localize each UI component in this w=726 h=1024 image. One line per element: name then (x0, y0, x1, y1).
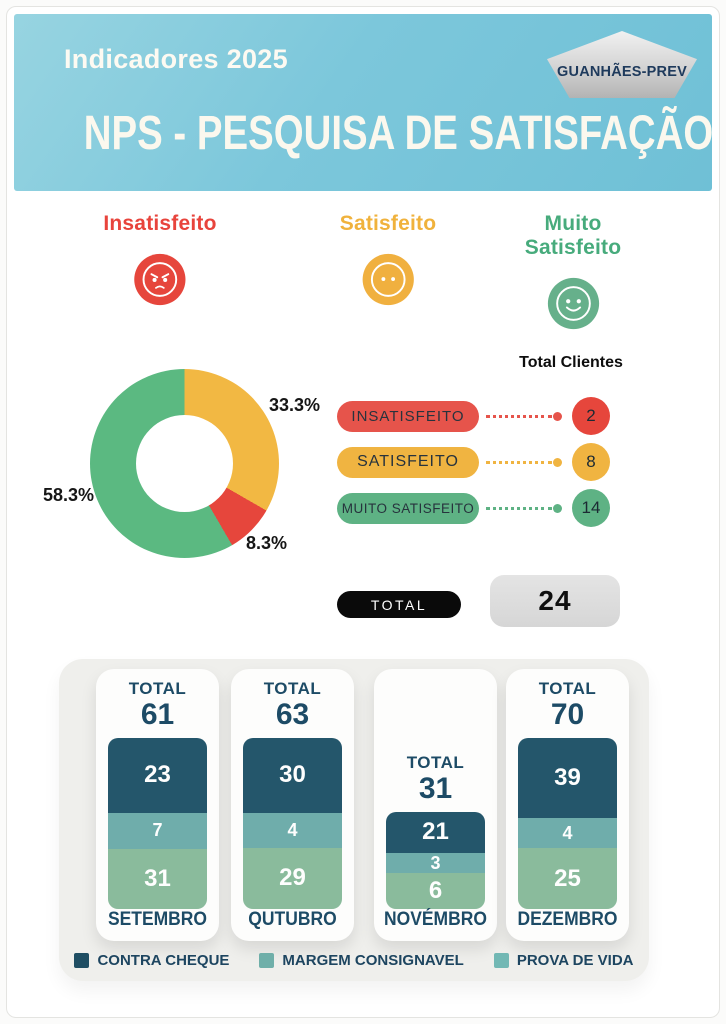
connector-dot (553, 503, 562, 513)
total-value-box: 24 (490, 575, 620, 627)
bar-segment-margem-consignavel: 4 (518, 818, 617, 849)
total-row-muito-satisfeito: MUITO SATISFEITO 14 (337, 489, 610, 527)
muito-satisfeito-count-bubble: 14 (572, 489, 610, 527)
stacked-bar: 30 4 29 (243, 737, 342, 909)
month-card-dezembro: TOTAL 70 39 4 25 DEZEMBRO (506, 669, 629, 941)
stacked-bar: 21 3 6 (386, 811, 485, 909)
month-total-label: TOTAL (406, 753, 465, 772)
stacked-bar: 39 4 25 (518, 737, 617, 909)
angry-face-icon (103, 253, 216, 311)
bar-segment-contra-cheque: 30 (243, 737, 342, 813)
month-card-header: TOTAL 31 (374, 753, 497, 805)
bar-segment-prova-de-vida: 29 (243, 847, 342, 909)
bar-segment-contra-cheque: 21 (386, 811, 485, 854)
header-banner: Indicadores 2025 GUANHÃES-PREV NPS - PES… (14, 14, 714, 191)
legend-item-margem-consignavel: MARGEM CONSIGNAVEL (259, 952, 464, 969)
month-total-label: TOTAL (263, 679, 322, 698)
month-card-novembro: TOTAL 31 21 3 6 NOVÉMBRO (374, 669, 497, 941)
muito-satisfeito-pill: MUITO SATISFEITO (337, 492, 479, 524)
category-label: Insatisfeito (103, 212, 217, 235)
brand-badge-label: GUANHÃES-PREV (557, 63, 687, 80)
connector-dot (553, 411, 562, 421)
kicker-text: Indicadores 2025 (64, 44, 288, 74)
bar-segment-margem-consignavel: 7 (108, 812, 207, 849)
month-total-value: 70 (550, 698, 585, 731)
legend-item-contra-cheque: CONTRA CHEQUE (74, 952, 229, 969)
bar-segment-contra-cheque: 23 (108, 737, 207, 813)
legend-label: CONTRA CHEQUE (97, 952, 230, 969)
legend: CONTRA CHEQUE MARGEM CONSIGNAVEL PROVA D… (59, 952, 649, 969)
bar-segment-margem-consignavel: 3 (386, 853, 485, 874)
dotted-connector (486, 460, 552, 464)
connector-dot (553, 457, 562, 467)
legend-item-prova-de-vida: PROVA DE VIDA (493, 952, 634, 969)
legend-label: PROVA DE VIDA (516, 952, 634, 969)
month-card-header: TOTAL 63 (231, 679, 354, 731)
category-insatisfeito: Insatisfeito (103, 212, 216, 311)
satisfeito-count-bubble: 8 (572, 443, 610, 481)
dotted-connector (486, 414, 552, 418)
month-total-value: 61 (140, 698, 175, 731)
donut-label-muito-satisfeito: 58.3% (43, 485, 95, 505)
smiling-face-icon (500, 277, 646, 335)
category-muito-satisfeito: Muito Satisfeito (500, 212, 646, 335)
neutral-face-icon (340, 253, 437, 311)
legend-swatch-contra-cheque (74, 953, 90, 968)
total-pill: TOTAL (337, 591, 461, 618)
month-total-label: TOTAL (538, 679, 597, 698)
total-clientes-heading: Total Clientes (519, 354, 623, 371)
month-total-value: 31 (418, 772, 453, 805)
legend-swatch-prova-de-vida (493, 953, 509, 968)
month-label: SETEMBRO (107, 909, 208, 930)
bar-segment-prova-de-vida: 31 (108, 848, 207, 909)
month-label: QUTUBRO (248, 909, 337, 930)
bar-segment-contra-cheque: 39 (518, 737, 617, 819)
infographic-page: Indicadores 2025 GUANHÃES-PREV NPS - PES… (6, 6, 720, 1018)
donut-label-satisfeito: 33.3% (269, 395, 321, 415)
month-label: NOVÉMBRO (384, 909, 487, 930)
insatisfeito-pill: INSATISFEITO (337, 400, 479, 432)
dotted-connector (486, 506, 552, 510)
month-label: DEZEMBRO (517, 909, 618, 930)
month-card-outubro: TOTAL 63 30 4 29 QUTUBRO (231, 669, 354, 941)
legend-swatch-margem-consignavel (259, 953, 275, 968)
month-card-setembro: TOTAL 61 23 7 31 SETEMBRO (96, 669, 219, 941)
bar-segment-margem-consignavel: 4 (243, 812, 342, 848)
legend-label: MARGEM CONSIGNAVEL (282, 952, 464, 969)
donut-hole (136, 415, 233, 512)
category-label: Muito Satisfeito (524, 212, 622, 259)
month-total-value: 63 (275, 698, 310, 731)
satisfeito-pill: SATISFEITO (337, 446, 479, 478)
bar-segment-prova-de-vida: 6 (386, 873, 485, 909)
category-label: Satisfeito (339, 212, 437, 235)
total-row-satisfeito: SATISFEITO 8 (337, 443, 610, 481)
donut-label-insatisfeito: 8.3% (246, 533, 288, 553)
total-row-insatisfeito: INSATISFEITO 2 (337, 397, 610, 435)
months-panel: TOTAL 61 23 7 31 SETEMBRO TOTAL 63 30 4 … (59, 659, 649, 981)
donut-chart (90, 369, 279, 558)
stacked-bar: 23 7 31 (108, 737, 207, 909)
month-card-header: TOTAL 70 (506, 679, 629, 731)
bar-segment-prova-de-vida: 25 (518, 848, 617, 909)
category-satisfeito: Satisfeito (340, 212, 437, 311)
month-card-header: TOTAL 61 (96, 679, 219, 731)
insatisfeito-count-bubble: 2 (572, 397, 610, 435)
month-total-label: TOTAL (128, 679, 187, 698)
brand-badge: GUANHÃES-PREV (547, 31, 697, 98)
page-title: NPS - PESQUISA DE SATISFAÇÃO (83, 107, 714, 160)
